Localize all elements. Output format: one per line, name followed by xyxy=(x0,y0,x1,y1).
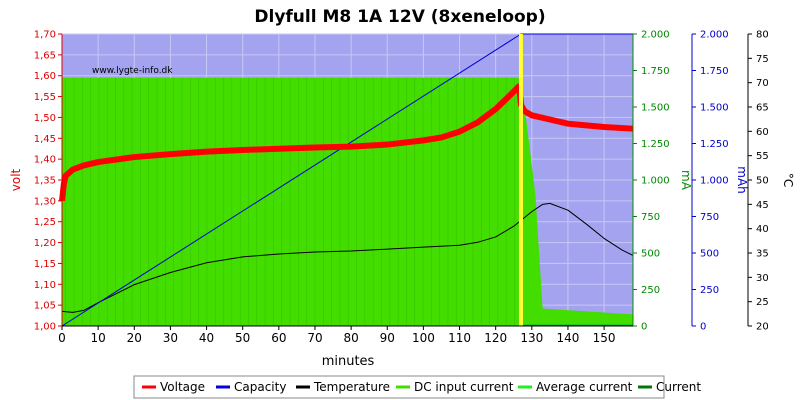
volt-tick-label: 1,50 xyxy=(34,113,56,124)
volt-tick-label: 1,20 xyxy=(34,238,56,249)
watermark-text: www.lygte-info.dk xyxy=(92,66,173,76)
axes: 0 10 20 30 40 50 60 70 80 90 100 110 120 130 140 150 1,0… xyxy=(9,30,795,346)
mA-tick-label: 0 xyxy=(641,322,647,333)
degC-axis-label: °C xyxy=(781,173,795,187)
volt-tick-label: 1,45 xyxy=(34,134,56,145)
mA-tick-label: 1.250 xyxy=(641,139,670,150)
volt-tick-label: 1,00 xyxy=(34,322,56,333)
degC-tick-label: 60 xyxy=(756,127,769,138)
legend-item-label: DC input current xyxy=(414,380,514,394)
legend-item-label: Current xyxy=(656,380,701,394)
legend: Voltage Capacity Temperature DC input curre… xyxy=(133,375,701,399)
x-tick-label: 90 xyxy=(380,331,395,345)
degC-tick-label: 30 xyxy=(756,273,769,284)
mAh-tick-label: 2.000 xyxy=(700,30,729,41)
mAh-tick-label: 0 xyxy=(700,322,706,333)
legend-item-label: Capacity xyxy=(234,380,286,394)
volt-axis-label: volt xyxy=(9,168,23,191)
x-tick-label: 20 xyxy=(127,331,142,345)
current-fill-area xyxy=(62,77,633,326)
x-tick-label: 0 xyxy=(58,331,66,345)
mA-tick-label: 1.750 xyxy=(641,66,670,77)
legend-item-label: Voltage xyxy=(160,380,205,394)
degC-tick-label: 25 xyxy=(756,297,769,308)
mA-tick-label: 2.000 xyxy=(641,30,670,41)
volt-tick-label: 1,70 xyxy=(34,30,56,41)
degC-tick-label: 45 xyxy=(756,200,769,211)
mAh-tick-label: 1.500 xyxy=(700,103,729,114)
degC-tick-label: 20 xyxy=(756,322,769,333)
mAh-axis-label: mAh xyxy=(735,166,749,194)
x-tick-label: 10 xyxy=(90,331,105,345)
x-tick-label: 60 xyxy=(271,331,286,345)
voltage-line xyxy=(59,83,634,202)
volt-tick-label: 1,65 xyxy=(34,50,56,61)
degC-tick-label: 55 xyxy=(756,151,769,162)
x-tick-label: 150 xyxy=(593,331,616,345)
volt-tick-label: 1,30 xyxy=(34,196,56,207)
x-tick-label: 80 xyxy=(343,331,358,345)
degC-tick-label: 40 xyxy=(756,224,769,235)
volt-tick-label: 1,25 xyxy=(34,217,56,228)
mAh-tick-label: 1.250 xyxy=(700,139,729,150)
x-tick-label: 140 xyxy=(556,331,579,345)
degC-tick-label: 50 xyxy=(756,176,769,187)
volt-tick-label: 1,15 xyxy=(34,259,56,270)
legend-item-label: Temperature xyxy=(313,380,390,394)
x-axis-label: minutes xyxy=(322,354,375,369)
volt-tick-label: 1,40 xyxy=(34,155,56,166)
temperature-line xyxy=(61,202,634,313)
mA-tick-label: 250 xyxy=(641,285,660,296)
mA-tick-label: 1.000 xyxy=(641,176,670,187)
volt-tick-label: 1,10 xyxy=(34,280,56,291)
x-tick-label: 120 xyxy=(484,331,507,345)
mA-tick-label: 500 xyxy=(641,249,660,260)
end-marker-bar xyxy=(518,34,523,326)
chart-title: Dlyfull M8 1A 12V (8xeneloop) xyxy=(254,7,545,27)
x-tick-label: 110 xyxy=(448,331,471,345)
mA-axis-label: mA xyxy=(679,170,693,191)
mAh-tick-label: 250 xyxy=(700,285,719,296)
x-tick-label: 50 xyxy=(235,331,250,345)
mAh-tick-label: 500 xyxy=(700,249,719,260)
dc-input-current-area xyxy=(62,77,633,326)
legend-item-label: Average current xyxy=(536,380,633,394)
volt-tick-label: 1,05 xyxy=(34,301,56,312)
x-tick-label: 30 xyxy=(163,331,178,345)
degC-tick-label: 65 xyxy=(756,103,769,114)
mA-tick-label: 1.500 xyxy=(641,103,670,114)
volt-tick-label: 1,60 xyxy=(34,71,56,82)
mAh-tick-label: 1.750 xyxy=(700,66,729,77)
mAh-tick-label: 750 xyxy=(700,212,719,223)
x-tick-label: 130 xyxy=(520,331,543,345)
end-marker xyxy=(518,34,523,326)
x-tick-label: 40 xyxy=(199,331,214,345)
x-tick-label: 100 xyxy=(412,331,435,345)
degC-tick-label: 70 xyxy=(756,78,769,89)
mAh-tick-label: 1.000 xyxy=(700,176,729,187)
volt-tick-label: 1,55 xyxy=(34,92,56,103)
degC-tick-label: 80 xyxy=(756,30,769,41)
mA-tick-label: 750 xyxy=(641,212,660,223)
x-tick-label: 70 xyxy=(307,331,322,345)
volt-tick-label: 1,35 xyxy=(34,176,56,187)
degC-tick-label: 35 xyxy=(756,249,769,260)
degC-tick-label: 75 xyxy=(756,54,769,65)
